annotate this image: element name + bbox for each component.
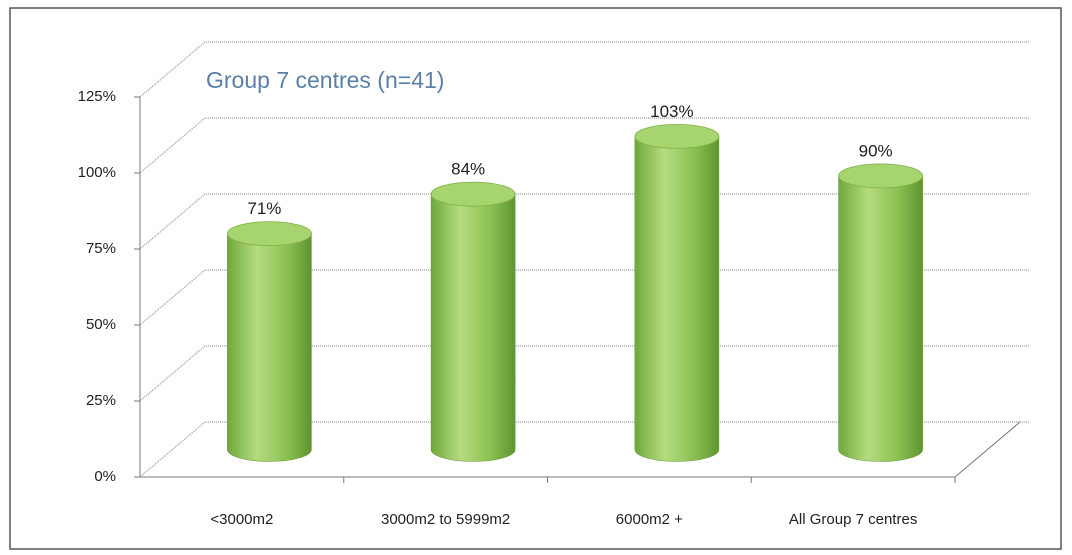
bar xyxy=(634,136,720,462)
plot: 0% 25% 50% 75% 100% 125% <3000m2 71% 3000m2 to 5… xyxy=(78,41,1030,528)
value-label: 103% xyxy=(650,102,693,121)
frame xyxy=(9,7,1062,550)
grid-line xyxy=(139,269,1030,326)
grid-line xyxy=(139,421,1030,478)
bar-top xyxy=(226,221,312,247)
grid-line xyxy=(139,193,1030,250)
x-tick-label: 3000m2 to 5999m2 xyxy=(381,511,510,528)
x-tick-label: All Group 7 centres xyxy=(789,511,917,528)
bar-top xyxy=(634,123,720,149)
bar xyxy=(227,233,312,462)
grid-line xyxy=(139,345,1030,402)
grid-line xyxy=(139,117,1030,174)
bar xyxy=(430,193,516,462)
y-tick-label: 50% xyxy=(86,316,116,333)
bar-top xyxy=(838,163,924,189)
y-tick-label: 100% xyxy=(78,164,116,181)
chart-title: Group 7 centres (n=41) xyxy=(206,67,444,93)
value-label: 84% xyxy=(451,160,485,179)
y-tick-label: 75% xyxy=(86,240,116,257)
y-tick-label: 0% xyxy=(94,468,116,485)
bar xyxy=(838,175,923,462)
grid-line xyxy=(139,41,1030,98)
value-label: 71% xyxy=(247,199,281,218)
y-tick-label: 125% xyxy=(78,88,116,105)
y-tick-label: 25% xyxy=(86,392,116,409)
x-tick-label: 6000m2 + xyxy=(616,511,683,528)
bar-top xyxy=(430,181,516,207)
x-tick-label: <3000m2 xyxy=(210,511,273,528)
value-label: 90% xyxy=(859,141,893,160)
